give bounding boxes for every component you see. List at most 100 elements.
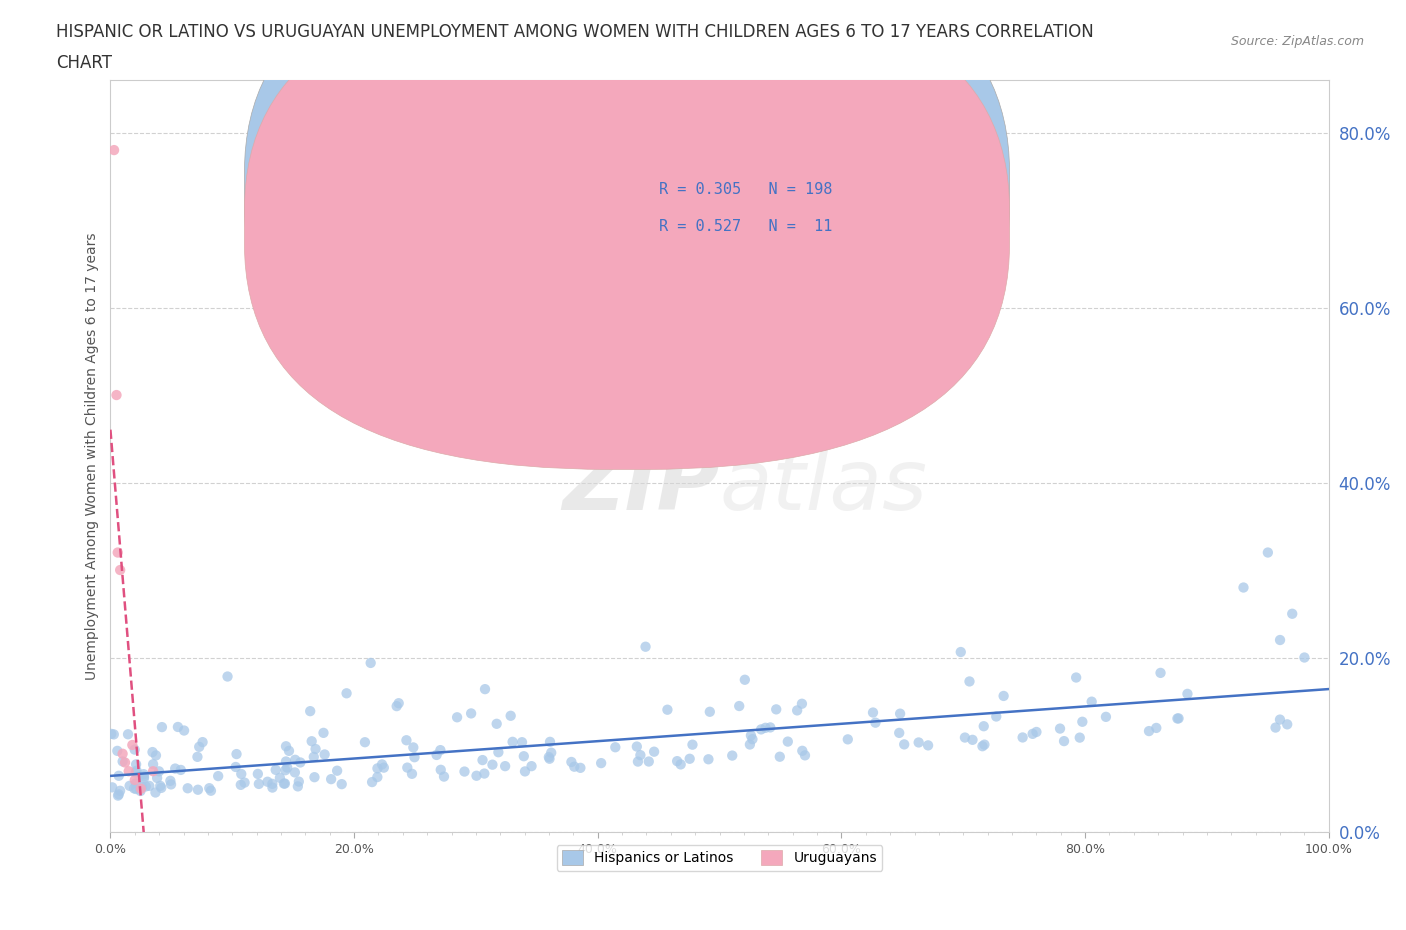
Point — [111, 746, 134, 761]
Point — [330, 777, 353, 791]
Point — [150, 780, 173, 795]
Point — [217, 669, 239, 684]
Point — [160, 777, 183, 791]
Point — [426, 748, 449, 763]
Point — [274, 754, 297, 769]
Point — [124, 742, 146, 757]
Point — [299, 704, 322, 719]
Point — [1268, 712, 1291, 727]
Text: HISPANIC OR LATINO VS URUGUAYAN UNEMPLOYMENT AMONG WOMEN WITH CHILDREN AGES 6 TO: HISPANIC OR LATINO VS URUGUAYAN UNEMPLOY… — [56, 23, 1094, 41]
Point — [125, 765, 148, 780]
Point — [510, 735, 533, 750]
Point — [949, 644, 972, 659]
Point — [591, 756, 613, 771]
Point — [605, 739, 627, 754]
Point — [103, 727, 125, 742]
Point — [114, 755, 136, 770]
Point — [264, 763, 287, 777]
Point — [520, 759, 543, 774]
Point — [786, 703, 808, 718]
Text: R = 0.305   N = 198: R = 0.305 N = 198 — [658, 181, 832, 196]
Point — [643, 744, 665, 759]
Point — [107, 545, 129, 560]
Point — [1294, 650, 1316, 665]
Point — [907, 735, 929, 750]
Point — [1071, 714, 1094, 729]
Point — [1232, 580, 1254, 595]
Point — [388, 696, 411, 711]
Point — [502, 735, 524, 750]
Point — [1277, 717, 1299, 732]
Point — [274, 738, 297, 753]
Point — [107, 788, 129, 803]
Point — [494, 759, 516, 774]
Point — [122, 781, 145, 796]
Point — [366, 770, 388, 785]
Point — [290, 755, 312, 770]
Point — [728, 698, 751, 713]
Point — [769, 750, 792, 764]
Point — [132, 766, 155, 781]
Point — [402, 740, 425, 755]
Point — [569, 761, 592, 776]
Point — [173, 724, 195, 738]
Point — [1149, 666, 1171, 681]
Point — [1011, 730, 1033, 745]
Point — [125, 781, 148, 796]
Point — [186, 750, 208, 764]
Point — [288, 774, 311, 789]
Point — [373, 760, 395, 775]
Point — [274, 763, 297, 777]
Point — [538, 735, 561, 750]
Point — [889, 706, 911, 721]
Point — [682, 737, 704, 752]
Point — [962, 733, 984, 748]
Point — [1053, 734, 1076, 749]
Point — [1281, 606, 1303, 621]
Point — [865, 715, 887, 730]
Point — [142, 757, 165, 772]
Point — [538, 751, 561, 766]
Point — [131, 779, 153, 794]
Point — [125, 776, 148, 790]
Point — [917, 737, 939, 752]
Point — [262, 780, 284, 795]
Point — [301, 734, 323, 749]
Point — [229, 777, 252, 792]
Point — [125, 757, 148, 772]
Point — [246, 766, 269, 781]
Point — [100, 726, 122, 741]
Point — [148, 764, 170, 778]
Point — [759, 720, 782, 735]
Point — [740, 728, 762, 743]
Point — [472, 766, 495, 781]
Point — [404, 750, 426, 764]
Point — [1095, 710, 1118, 724]
Point — [953, 730, 976, 745]
Point — [304, 770, 326, 785]
Point — [103, 142, 125, 157]
Text: atlas: atlas — [720, 445, 928, 528]
Point — [118, 778, 141, 793]
Point — [167, 720, 190, 735]
Point — [276, 760, 298, 775]
Point — [776, 734, 799, 749]
Point — [1144, 721, 1167, 736]
Point — [145, 748, 167, 763]
Point — [973, 737, 995, 752]
Point — [105, 743, 128, 758]
Point — [124, 773, 146, 788]
Point — [1264, 720, 1286, 735]
Text: Source: ZipAtlas.com: Source: ZipAtlas.com — [1230, 35, 1364, 48]
Point — [159, 774, 181, 789]
Point — [108, 783, 131, 798]
Point — [360, 656, 382, 671]
Point — [302, 750, 325, 764]
Point — [1064, 671, 1087, 685]
Point — [149, 778, 172, 793]
Point — [207, 768, 229, 783]
Point — [256, 775, 278, 790]
Point — [1069, 730, 1091, 745]
Point — [107, 787, 129, 802]
Point — [117, 727, 139, 742]
